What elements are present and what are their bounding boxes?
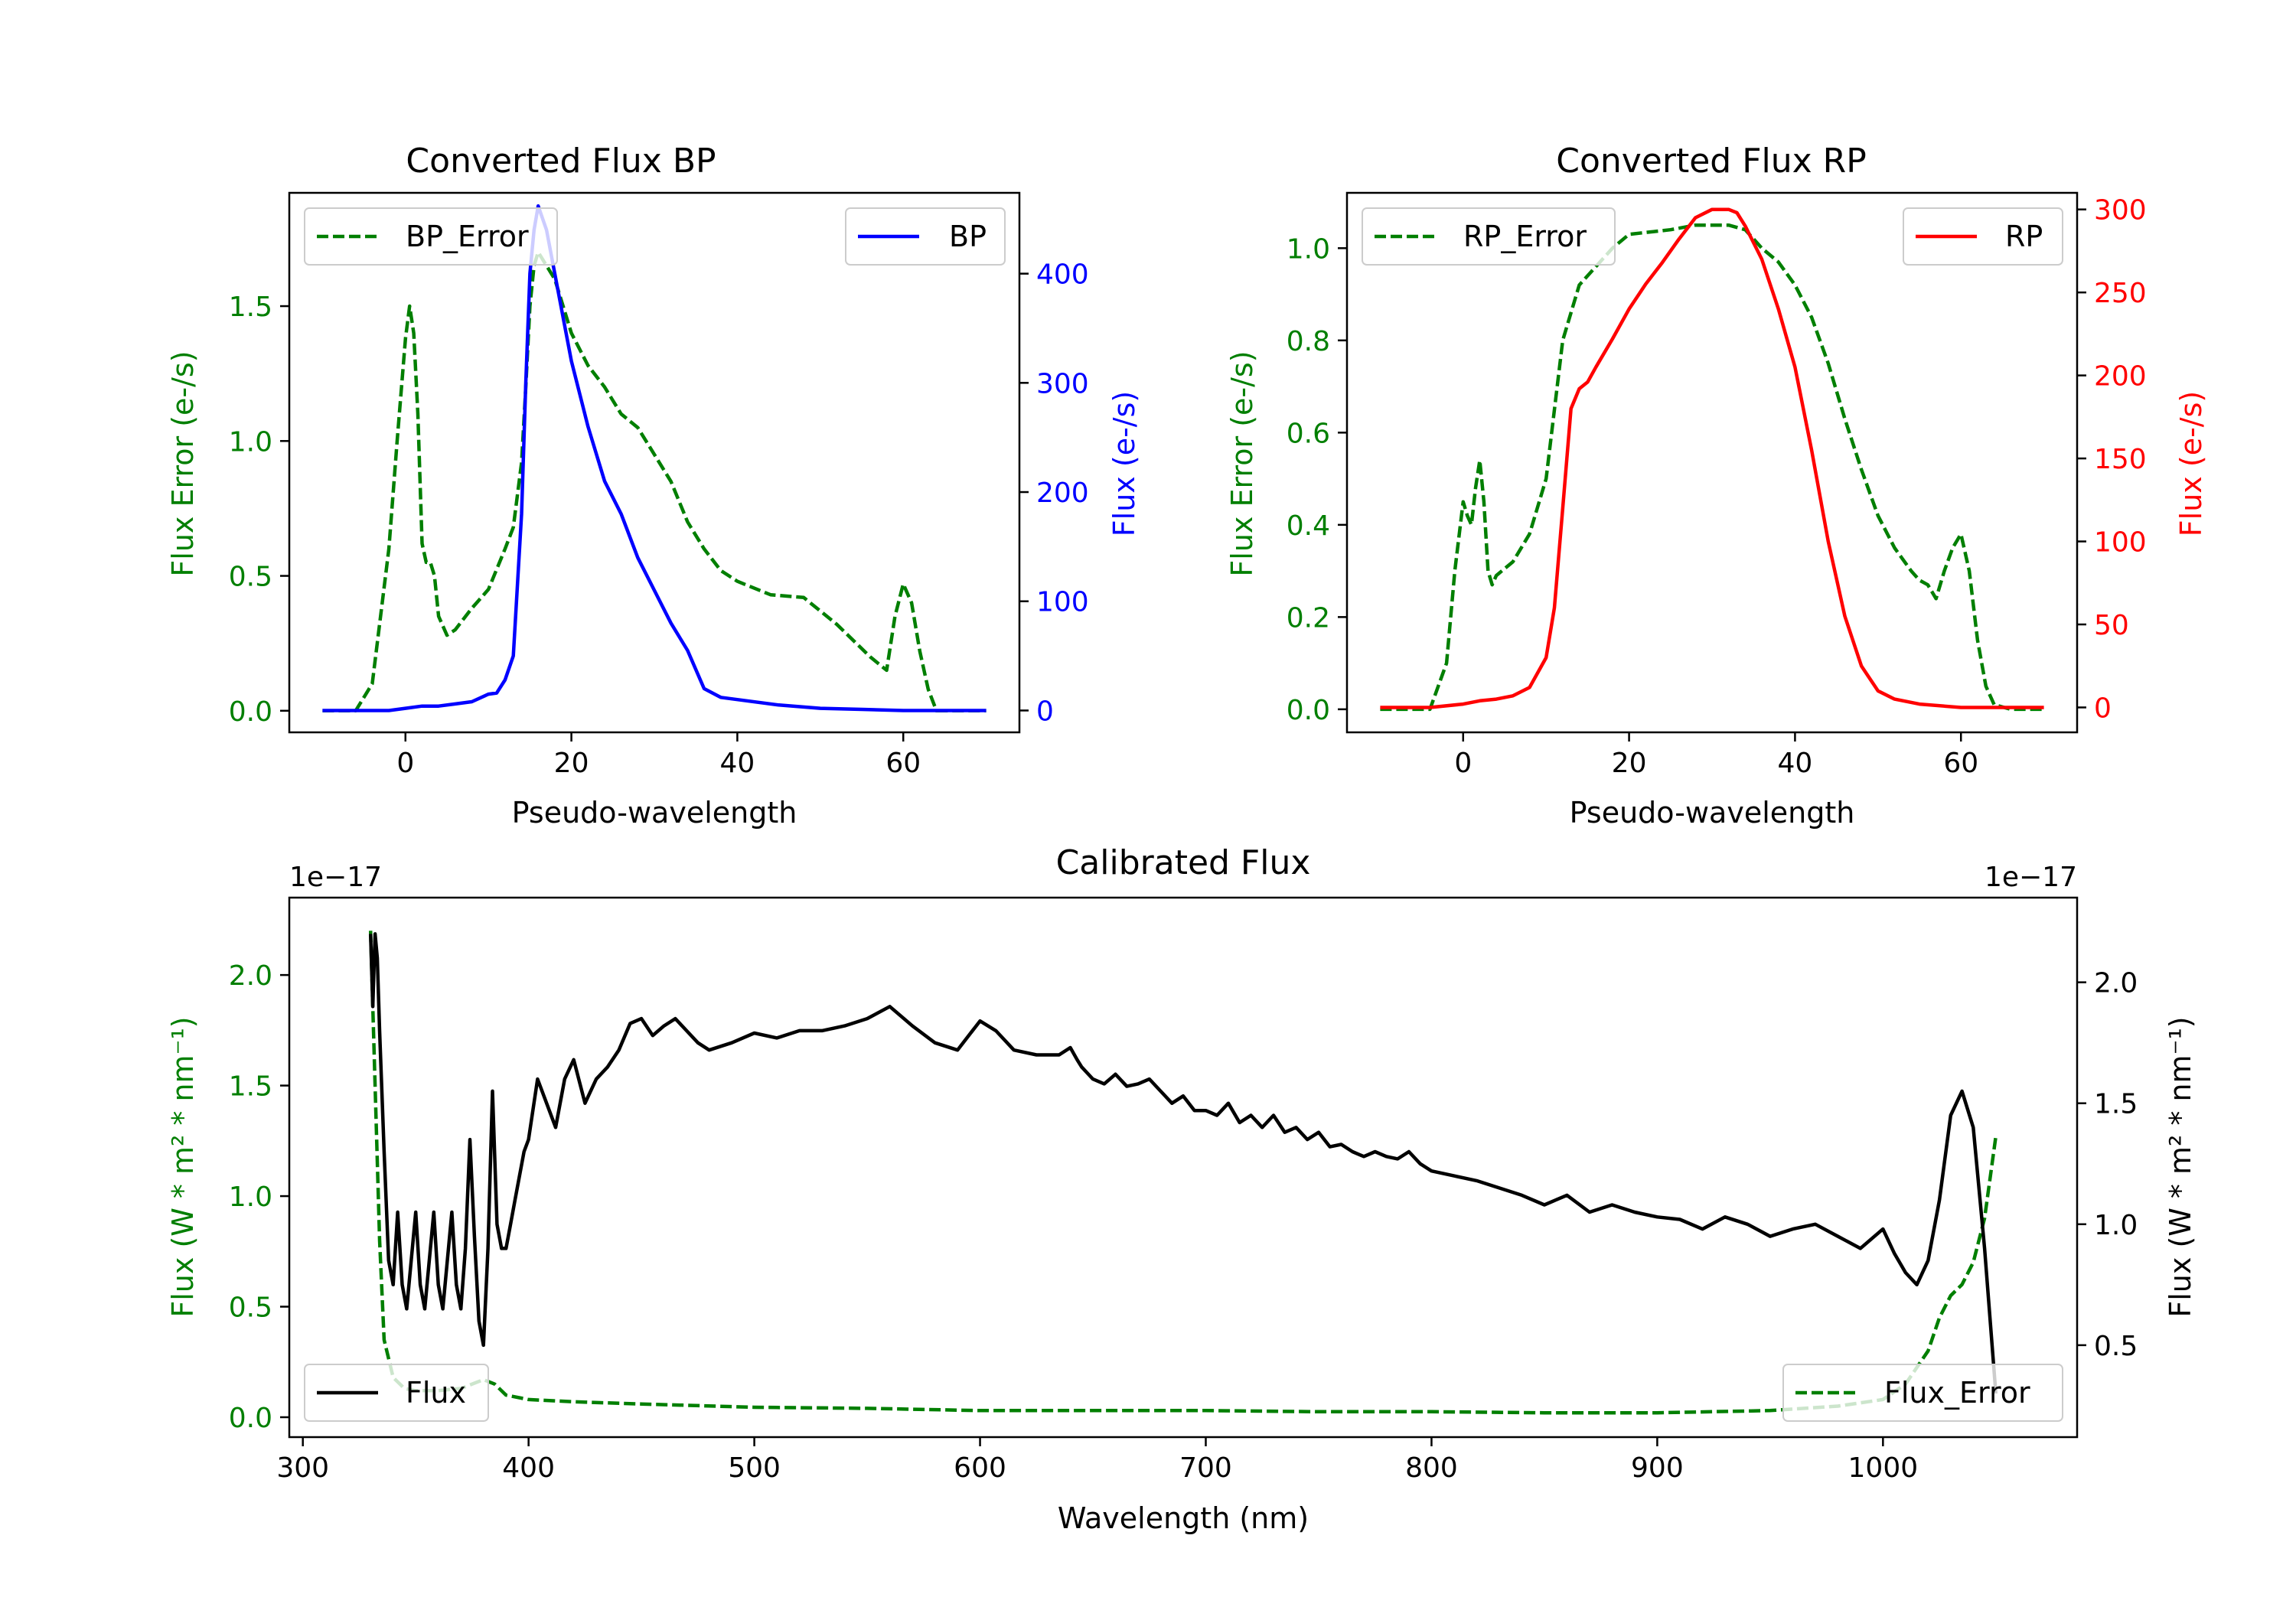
x-tick-label: 900 xyxy=(1631,1452,1684,1484)
x-tick-label: 20 xyxy=(554,748,589,779)
x-tick-label: 0 xyxy=(1454,748,1472,779)
y-axis-label-right: Flux (e-/s) xyxy=(2174,391,2208,536)
legend-left: RP_Error xyxy=(1362,207,1616,266)
x-tick-label: 500 xyxy=(728,1452,781,1484)
y-tick-label-right: 0 xyxy=(2094,693,2112,724)
x-tick-label: 40 xyxy=(720,748,755,779)
y-tick-label-right: 300 xyxy=(1036,368,1089,399)
x-tick-label: 40 xyxy=(1778,748,1813,779)
y-tick-label-right: 1.0 xyxy=(2094,1210,2138,1241)
plot-area-rp xyxy=(1380,207,2044,712)
legend-left: BP_Error xyxy=(304,207,558,266)
x-axis-label: Pseudo-wavelength xyxy=(512,796,797,830)
y-tick-label-left: 0.8 xyxy=(1287,326,1330,357)
y-tick-label-left: 0.5 xyxy=(229,1292,272,1324)
series-line-rp xyxy=(1380,207,2044,709)
y-tick-label-left: 2.0 xyxy=(229,960,272,992)
x-tick-label: 1000 xyxy=(1848,1452,1919,1484)
y-axis-label-left: Flux (W * m² * nm⁻¹) xyxy=(166,1016,200,1317)
y-tick-label-right: 300 xyxy=(2094,195,2147,227)
y-axis-label-right: Flux (W * m² * nm⁻¹) xyxy=(2164,1016,2197,1317)
chart-title: Converted Flux RP xyxy=(1556,142,1867,181)
y-tick-label-right: 100 xyxy=(1036,587,1089,618)
legend-box xyxy=(304,207,558,266)
legend-box xyxy=(304,1364,489,1422)
x-tick-label: 800 xyxy=(1405,1452,1458,1484)
y-tick-label-left: 0.4 xyxy=(1287,510,1330,542)
x-tick-label: 700 xyxy=(1179,1452,1232,1484)
y-axis-label-left: Flux Error (e-/s) xyxy=(1225,350,1259,576)
y-tick-label-right: 0 xyxy=(1036,696,1054,727)
legend-right: RP xyxy=(1903,207,2063,266)
chart-calibrated: Calibrated Flux 1e−17 1e−17 Wavelength (… xyxy=(166,843,2197,1535)
legend-box xyxy=(1903,207,2063,266)
x-tick-label: 60 xyxy=(885,748,921,779)
series-line-bp-error xyxy=(322,250,987,713)
legend-label-flux: Flux xyxy=(406,1376,466,1410)
y-tick-label-right: 150 xyxy=(2094,444,2147,475)
offset-text-left: 1e−17 xyxy=(289,862,382,893)
ticks-rp: 0 20 40 60 0.0 0.2 0.4 0.6 0.8 1.0 0 50 100 150 200 250… xyxy=(1287,195,2147,779)
y-tick-label-left: 1.5 xyxy=(229,1071,272,1103)
x-axis-label: Pseudo-wavelength xyxy=(1570,796,1855,830)
y-tick-label-right: 200 xyxy=(1036,478,1089,509)
legend-right: Flux_Error xyxy=(1782,1364,2063,1422)
axes-frame xyxy=(1345,191,2079,734)
ticks-bp: 0 20 40 60 0.0 0.5 1.0 1.5 0 100 200 300 400 xyxy=(229,259,1089,779)
axes-frame xyxy=(288,191,1021,734)
y-tick-label-right: 200 xyxy=(2094,361,2147,393)
y-tick-label-right: 400 xyxy=(1036,259,1089,291)
chart-bp: Converted Flux BP Pseudo-wavelength Flux… xyxy=(166,142,1141,830)
legend-label-rp-error: RP_Error xyxy=(1463,220,1587,253)
y-tick-label-left: 1.0 xyxy=(1287,233,1330,265)
axes-frame xyxy=(288,896,2079,1439)
series-line-flux xyxy=(368,932,1998,1394)
y-tick-label-left: 0.0 xyxy=(229,1403,272,1434)
legend-label-bp: BP xyxy=(949,220,987,253)
y-tick-label-left: 1.0 xyxy=(229,426,272,458)
x-tick-label: 600 xyxy=(954,1452,1006,1484)
y-tick-label-left: 0.2 xyxy=(1287,602,1330,634)
x-tick-label: 20 xyxy=(1612,748,1647,779)
x-tick-label: 60 xyxy=(1943,748,1978,779)
y-tick-label-right: 50 xyxy=(2094,610,2129,641)
offset-text-right: 1e−17 xyxy=(1985,862,2077,893)
legend-left: Flux xyxy=(304,1364,489,1422)
x-tick-label: 300 xyxy=(276,1452,329,1484)
y-axis-label-left: Flux Error (e-/s) xyxy=(166,350,200,576)
y-tick-label-left: 0.0 xyxy=(229,696,272,728)
y-tick-label-right: 0.5 xyxy=(2094,1331,2138,1362)
y-tick-label-left: 0.6 xyxy=(1287,418,1330,449)
y-tick-label-left: 0.0 xyxy=(1287,695,1330,726)
x-tick-label: 0 xyxy=(396,748,414,779)
y-tick-label-right: 250 xyxy=(2094,278,2147,309)
chart-title: Calibrated Flux xyxy=(1056,843,1311,882)
x-axis-label: Wavelength (nm) xyxy=(1058,1501,1309,1535)
y-tick-label-right: 1.5 xyxy=(2094,1089,2138,1120)
x-tick-label: 400 xyxy=(502,1452,555,1484)
ticks-calibrated: 300 400 500 600 700 800 900 1000 0.0 0.5 1.0 1.5 2.0… xyxy=(229,960,2138,1484)
chart-title: Converted Flux BP xyxy=(406,142,716,181)
legend-label-flux-error: Flux_Error xyxy=(1884,1376,2030,1410)
chart-rp: Converted Flux RP Pseudo-wavelength Flux… xyxy=(1225,142,2208,830)
y-tick-label-left: 1.5 xyxy=(229,292,272,323)
legend-right: BP xyxy=(845,207,1006,266)
y-tick-label-right: 100 xyxy=(2094,527,2147,559)
legend-box xyxy=(845,207,1006,266)
legend-label-rp: RP xyxy=(2005,220,2043,253)
legend-label-bp-error: BP_Error xyxy=(406,220,529,253)
series-line-rp-error xyxy=(1380,223,2044,712)
y-axis-label-right: Flux (e-/s) xyxy=(1107,391,1141,536)
legend-box xyxy=(1362,207,1616,266)
y-tick-label-left: 0.5 xyxy=(229,562,272,593)
y-tick-label-right: 2.0 xyxy=(2094,968,2138,999)
y-tick-label-left: 1.0 xyxy=(229,1182,272,1213)
legend-box xyxy=(1782,1364,2063,1422)
